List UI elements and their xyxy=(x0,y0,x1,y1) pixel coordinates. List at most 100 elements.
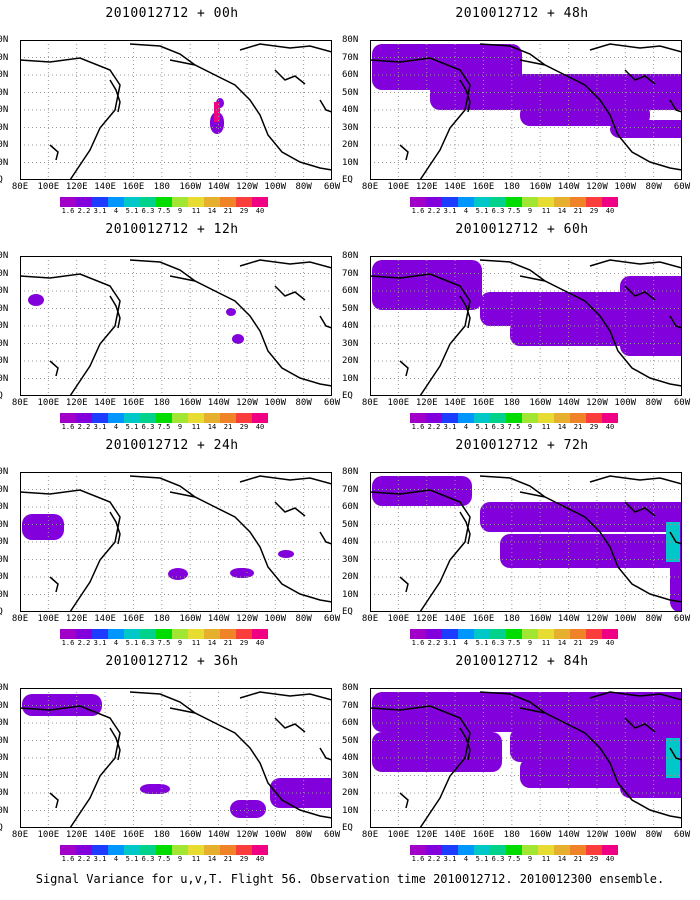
longitude-tick-label: 140W xyxy=(557,398,580,408)
longitude-tick-label: 100W xyxy=(614,182,637,192)
longitude-tick-label: 180 xyxy=(153,830,170,840)
longitude-tick-label: 160W xyxy=(529,182,552,192)
high-variance-region xyxy=(214,102,220,122)
map-frame xyxy=(370,40,682,180)
colorbar xyxy=(60,413,268,423)
longitude-tick-label: 60W xyxy=(673,830,691,840)
coastline xyxy=(479,43,546,66)
longitude-tick-label: 160W xyxy=(179,614,202,624)
colorbar-label: 21 xyxy=(223,639,233,647)
latitude-tick-label: 50N xyxy=(342,519,359,530)
colorbar-swatch xyxy=(458,413,474,423)
latitude-tick-label: 30N xyxy=(342,122,359,133)
colorbar-label: 5.1 xyxy=(475,639,489,647)
latitude-tick-label: 20N xyxy=(342,356,359,366)
forecast-panel: 2010012712 + 60h 80N 70N 60N 50N 40N 30N 20N 10N… xyxy=(342,216,692,434)
forecast-panel: 2010012712 + 72h 80N 70N 60N 50N 40N 30N 20N 10N… xyxy=(342,432,692,650)
colorbar-swatch xyxy=(236,197,252,207)
coastline xyxy=(319,99,332,113)
colorbar-swatch xyxy=(442,629,458,639)
colorbar-label: 4 xyxy=(113,423,119,431)
longitude-tick-label: 60W xyxy=(323,614,341,624)
latitude-tick-label: EQ xyxy=(0,823,3,833)
colorbar-label: 14 xyxy=(207,855,217,863)
colorbar-swatch xyxy=(236,629,252,639)
colorbar-swatch xyxy=(204,197,220,207)
longitude-tick-label: 120E xyxy=(65,182,88,192)
coastline xyxy=(274,69,306,85)
longitude-tick-label: 120W xyxy=(586,182,608,192)
coastline xyxy=(49,576,59,593)
variance-region xyxy=(372,692,682,732)
variance-region xyxy=(230,800,266,818)
colorbar-label: 2.2 xyxy=(427,639,441,647)
colorbar-swatch xyxy=(156,197,172,207)
latitude-tick-label: 80N xyxy=(342,35,359,45)
colorbar-label: 3.1 xyxy=(443,423,457,431)
variance-region xyxy=(210,112,224,134)
colorbar-swatch xyxy=(108,629,124,639)
latitude-tick-label: 70N xyxy=(0,484,9,495)
longitude-tick-label: 180 xyxy=(153,614,170,624)
colorbar-swatch xyxy=(522,629,538,639)
panel-title: 2010012712 + 12h xyxy=(105,222,239,237)
colorbar-label: 5.1 xyxy=(475,855,489,863)
longitude-tick-label: 100E xyxy=(387,830,410,840)
colorbar-label: 2.2 xyxy=(77,423,91,431)
colorbar-label: 7.5 xyxy=(507,423,521,431)
colorbar-label: 21 xyxy=(573,855,583,863)
colorbar-swatch xyxy=(490,197,506,207)
colorbar-swatch xyxy=(410,413,426,423)
latitude-tick-label: EQ xyxy=(342,175,353,185)
latitude-tick-label: 30N xyxy=(0,122,9,133)
longitude-tick-label: 160E xyxy=(472,614,495,624)
colorbar-label: 40 xyxy=(605,855,615,863)
longitude-tick-label: 120W xyxy=(586,398,608,408)
colorbar-swatch xyxy=(426,845,442,855)
colorbar-swatch xyxy=(474,413,490,423)
coastline xyxy=(49,144,59,161)
longitude-tick-label: 120E xyxy=(65,398,88,408)
latitude-tick-label: 80N xyxy=(0,467,9,477)
latitude-tick-label: 60N xyxy=(0,718,9,728)
coastline xyxy=(319,747,332,761)
colorbar-swatch xyxy=(124,629,140,639)
colorbar-label: 21 xyxy=(573,639,583,647)
longitude-tick-label: 140E xyxy=(94,398,116,408)
coastline xyxy=(109,727,121,761)
colorbar-swatch xyxy=(522,845,538,855)
longitude-tick-label: 100E xyxy=(387,398,410,408)
coastline xyxy=(129,43,196,66)
forecast-panel: 2010012712 + 84h 80N 70N 60N 50N 40N 30N 20N 10N… xyxy=(342,648,692,866)
colorbar-swatch xyxy=(156,629,172,639)
colorbar-swatch xyxy=(602,197,618,207)
longitude-tick-label: 60W xyxy=(673,398,691,408)
coastline xyxy=(479,475,546,498)
coastline xyxy=(624,69,656,85)
longitude-tick-label: 80W xyxy=(645,182,662,192)
latitude-tick-label: 40N xyxy=(0,753,9,763)
colorbar-label: 5.1 xyxy=(475,207,489,215)
colorbar-swatch xyxy=(586,197,602,207)
coastline xyxy=(274,285,306,301)
colorbar-swatch xyxy=(554,845,570,855)
longitude-tick-label: 140E xyxy=(94,182,116,192)
colorbar xyxy=(410,845,618,855)
colorbar-swatch xyxy=(60,197,76,207)
variance-region xyxy=(230,568,254,578)
colorbar-swatch xyxy=(172,845,188,855)
colorbar-label: 11 xyxy=(541,855,551,863)
colorbar-swatch xyxy=(60,413,76,423)
longitude-tick-label: 160W xyxy=(529,830,552,840)
longitude-tick-label: 100E xyxy=(37,398,60,408)
variance-region xyxy=(270,778,332,808)
coastline xyxy=(459,79,471,113)
longitude-tick-label: 60W xyxy=(673,614,691,624)
colorbar-label: 3.1 xyxy=(443,207,457,215)
colorbar-swatch xyxy=(570,413,586,423)
latitude-tick-label: 10N xyxy=(342,805,359,816)
colorbar-label: 21 xyxy=(573,423,583,431)
longitude-tick-label: 140E xyxy=(444,398,466,408)
longitude-tick-label: 80E xyxy=(11,182,29,192)
variance-region xyxy=(168,568,188,580)
